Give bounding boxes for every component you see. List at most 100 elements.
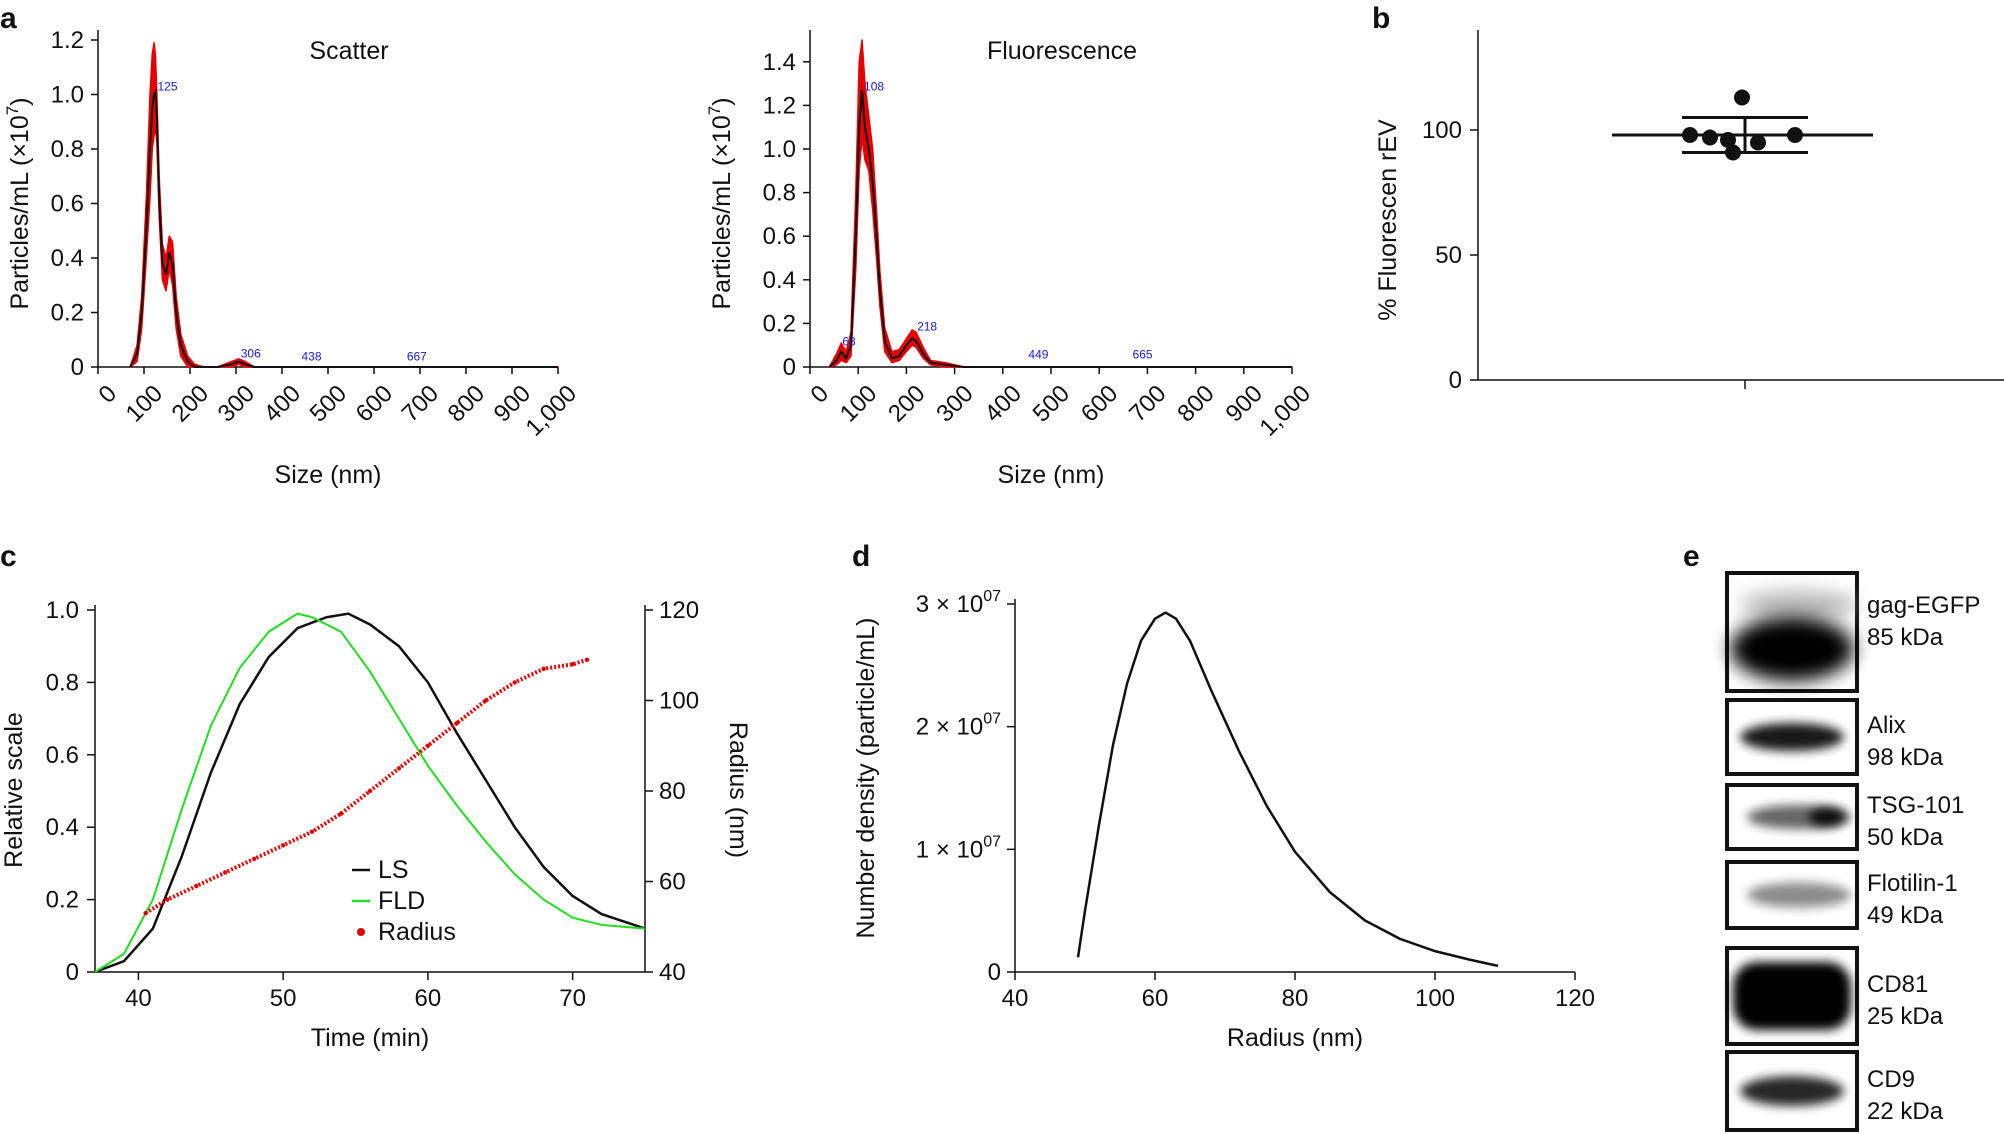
fluorescence-chart: 0 100 200 300 400 500 600 700 800 9001,00000.20.4… [705,30,1316,489]
x-tick-label: 500 [305,380,352,427]
blot-protein-label: Flotilin-1 [1867,870,1958,897]
x-tick-label: 40 [1002,985,1029,1012]
panel-letter-b: b [1372,2,1390,35]
y-tick-label: 0 [71,354,84,381]
y-axis-label: % Fluorescen rEV [1374,119,1402,321]
series-line-mean [828,90,1292,368]
data-point [1702,129,1718,146]
y-tick-label: 1.0 [51,82,84,109]
y-axis-label: Particles/mL (×107) [705,97,736,309]
y-axis-label: Particles/mL (×107) [3,97,34,309]
series-line-fld [94,612,646,973]
x-tick-label: 100 [835,380,882,427]
x-tick-label: 120 [1555,985,1595,1012]
y-axis-label-end: ) [6,97,34,105]
x-tick-label: 0 [806,380,835,409]
y-axis-label-left: Relative scale [0,712,28,868]
y-tick-label: 0.4 [763,267,796,294]
x-tick-label: 400 [980,380,1027,427]
y-tick-label-left: 0.4 [46,814,79,841]
y-tick-label: 0 [783,354,796,381]
x-tick-label: 40 [125,985,152,1012]
y-tick-label-base: 1 × 10 [916,836,983,863]
blot-mw-label: 25 kDa [1867,1003,1944,1030]
y-tick-label-right: 100 [659,688,699,715]
x-tick-label: 600 [1076,380,1123,427]
peak-label: 108 [864,80,884,94]
data-point [1720,132,1736,148]
blot-band [1740,722,1844,752]
legend-label-radius: Radius [378,918,456,946]
series-point-radius [194,883,199,889]
blot-protein-label: CD81 [1867,971,1928,998]
series-line-density [1076,611,1499,968]
af4-fractionation-chart: 40 50 60 70 0 0.2 0.4 0.6 0.8 1.0 40 60 80 100 120 Time… [0,597,752,1052]
y-tick-label-base: 3 × 10 [916,591,983,618]
blot-band [1809,808,1845,826]
series-line-radius [144,657,588,915]
x-tick-label: 600 [351,380,398,427]
y-tick-label-right: 60 [659,869,686,896]
y-tick-label-right: 40 [659,959,686,986]
western-blot-panel: gag-EGFP 85 kDa Alix 98 kDa TSG-101 50 kDa Flo… [1725,571,1980,1132]
data-point [1787,127,1803,143]
series-point-radius [541,666,546,672]
panel-letter-a: a [0,2,17,35]
data-point [1682,127,1698,143]
series-point-radius [252,856,257,862]
peak-label: 63 [842,335,856,349]
data-point [1725,144,1741,161]
y-axis-label-exponent: 7 [3,106,22,115]
x-tick-label: 1,000 [1255,380,1317,442]
series-point-radius [454,720,460,726]
blot-protein-label: gag-EGFP [1867,592,1980,619]
y-tick-label: 0.6 [763,223,796,250]
peak-label: 667 [407,349,427,363]
error-band-error [828,39,1293,368]
y-tick-label: 2 × 1007 [916,711,1001,741]
y-tick-label: 0 [1449,367,1462,394]
series-point-radius [165,897,170,902]
blot-mw-label: 49 kDa [1867,902,1944,929]
y-tick-label-exponent: 07 [983,711,1001,728]
y-tick-label-left: 0 [66,959,79,986]
peak-label: 306 [241,347,261,361]
y-tick-label: 0.2 [51,300,84,327]
blot-mw-label: 98 kDa [1867,744,1944,771]
y-tick-label: 3 × 1007 [916,588,1001,618]
peak-label: 218 [917,319,937,333]
peak-label: 438 [301,349,321,363]
series-point-radius [280,843,286,848]
data-point [1734,89,1750,106]
chart-title: Fluorescence [987,37,1137,65]
x-tick-label: 100 [121,380,168,427]
series-point-radius [223,870,228,875]
series-line-mean [129,88,558,368]
y-tick-label-left: 1.0 [46,597,79,624]
y-tick-label-left: 0.8 [46,669,79,696]
blot-band [1741,591,1857,619]
series-point-radius [367,788,373,794]
y-tick-label-left: 0.6 [46,742,79,769]
x-tick-label: 200 [167,380,214,427]
x-axis-label: Radius (nm) [1227,1024,1363,1052]
x-tick-label: 100 [1415,985,1455,1012]
y-tick-label: 0.8 [763,180,796,207]
y-tick-label: 1.0 [763,136,796,163]
legend-swatch-radius [357,928,365,936]
y-tick-label-exponent: 07 [983,588,1001,605]
x-tick-label: 70 [559,985,586,1012]
y-axis-label-text: Particles/mL (×10 [708,115,736,309]
series-point-radius [425,743,431,748]
peak-label: 125 [158,80,178,94]
series-point-radius [483,698,488,703]
x-axis-label: Size (nm) [998,461,1105,489]
y-tick-label: 0 [988,959,1001,986]
peak-label: 449 [1028,348,1048,362]
y-axis-label-right: Radius (nm) [724,722,752,858]
x-tick-label: 800 [1172,380,1219,427]
y-tick-label: 100 [1422,117,1462,144]
y-tick-label: 50 [1435,242,1462,269]
series-point-radius [143,910,148,916]
